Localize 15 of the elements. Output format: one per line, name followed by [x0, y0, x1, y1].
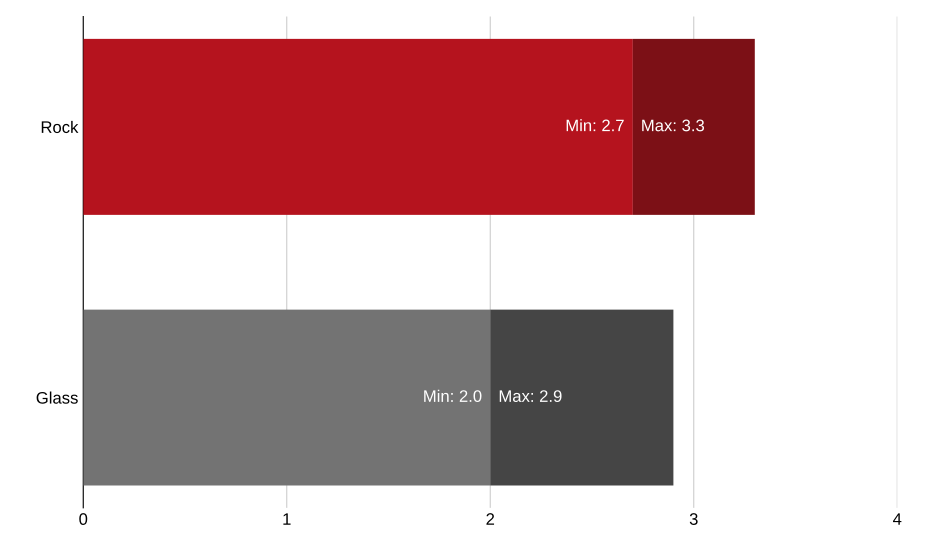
total-label: Max: 3.3 — [642, 120, 704, 132]
x-tick-label: 3 — [690, 513, 698, 525]
bar — [83, 38, 633, 215]
bar — [632, 38, 755, 215]
bar — [490, 310, 674, 486]
bar — [83, 310, 490, 486]
total-label: Max: 2.9 — [500, 390, 562, 402]
x-tick-label: 4 — [893, 513, 902, 525]
data-label: Min: 2.0 — [424, 390, 482, 402]
x-tick-label: 2 — [486, 513, 494, 525]
x-tick-label: 0 — [79, 513, 88, 525]
y-tick-label: Glass — [36, 392, 78, 404]
x-tick-label: 1 — [283, 513, 291, 525]
data-label: Min: 2.7 — [566, 119, 624, 132]
y-tick-label: Rock — [42, 120, 78, 134]
